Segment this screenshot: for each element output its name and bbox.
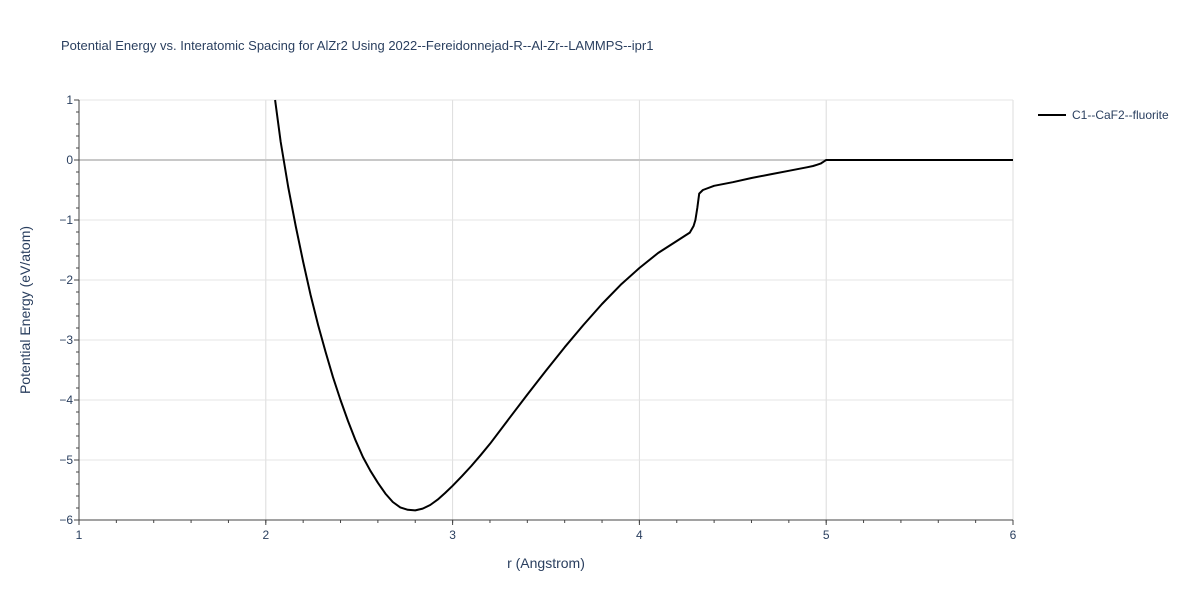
legend[interactable]: C1--CaF2--fluorite	[1038, 108, 1169, 122]
tick-labels: 1 2 3 4 5 6 1 0 −1 −2 −3 −4 −5 −6	[59, 93, 1016, 542]
x-tick-label: 6	[1010, 528, 1017, 542]
y-tick-label: −3	[59, 333, 73, 347]
x-tick-label: 3	[449, 528, 456, 542]
grid	[79, 99, 1014, 520]
y-tick-label: 0	[66, 153, 73, 167]
x-tick-label: 2	[262, 528, 269, 542]
y-tick-label: −6	[59, 513, 73, 527]
chart-title: Potential Energy vs. Interatomic Spacing…	[61, 38, 653, 53]
x-axis-title: r (Angstrom)	[507, 555, 585, 571]
legend-label: C1--CaF2--fluorite	[1072, 108, 1169, 122]
x-tick-label: 4	[636, 528, 643, 542]
y-tick-label: 1	[66, 93, 73, 107]
x-tick-label: 1	[76, 528, 83, 542]
y-tick-label: −4	[59, 393, 73, 407]
series-line	[274, 99, 1013, 512]
y-axis-title: Potential Energy (eV/atom)	[17, 226, 33, 394]
series-layer	[274, 99, 1013, 512]
x-tick-label: 5	[823, 528, 830, 542]
y-tick-label: −5	[59, 453, 73, 467]
axes	[74, 99, 1014, 525]
y-tick-label: −1	[59, 213, 73, 227]
y-tick-label: −2	[59, 273, 73, 287]
